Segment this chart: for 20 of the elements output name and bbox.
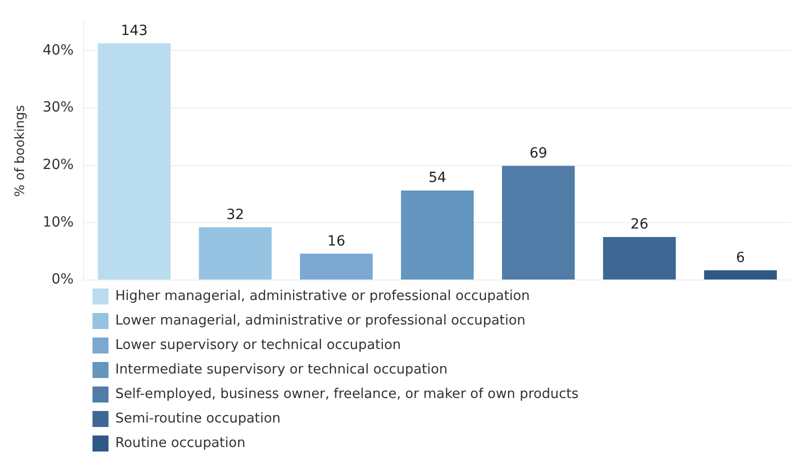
annotation: 32 — [226, 206, 244, 223]
annotation: 26 — [630, 216, 648, 233]
y-tick-label: 10% — [42, 214, 74, 230]
legend-label: Self-employed, business owner, freelance, or maker of own products — [115, 386, 579, 402]
legend-label: Routine occupation — [115, 435, 246, 451]
y-tick-label: 20% — [42, 156, 74, 173]
y-tick-label: 0% — [52, 272, 74, 288]
y-axis-title: % of bookings — [13, 104, 28, 197]
annotation: 6 — [736, 250, 746, 266]
legend-label: Semi-routine occupation — [115, 410, 281, 426]
legend-label: Lower supervisory or technical occupation — [115, 337, 401, 353]
annotation: 143 — [120, 22, 148, 39]
y-tick-label: 30% — [42, 100, 74, 116]
legend-label: Higher managerial, administrative or professional occupation — [115, 288, 530, 304]
annotation: 69 — [529, 146, 548, 162]
y-tick-label: 40% — [42, 42, 74, 58]
legend-label: Intermediate supervisory or technical occupation — [115, 362, 448, 378]
legend-label: Lower managerial, administrative or professional occupation — [115, 312, 526, 328]
annotation: 54 — [428, 170, 446, 186]
annotation: 16 — [327, 233, 346, 250]
